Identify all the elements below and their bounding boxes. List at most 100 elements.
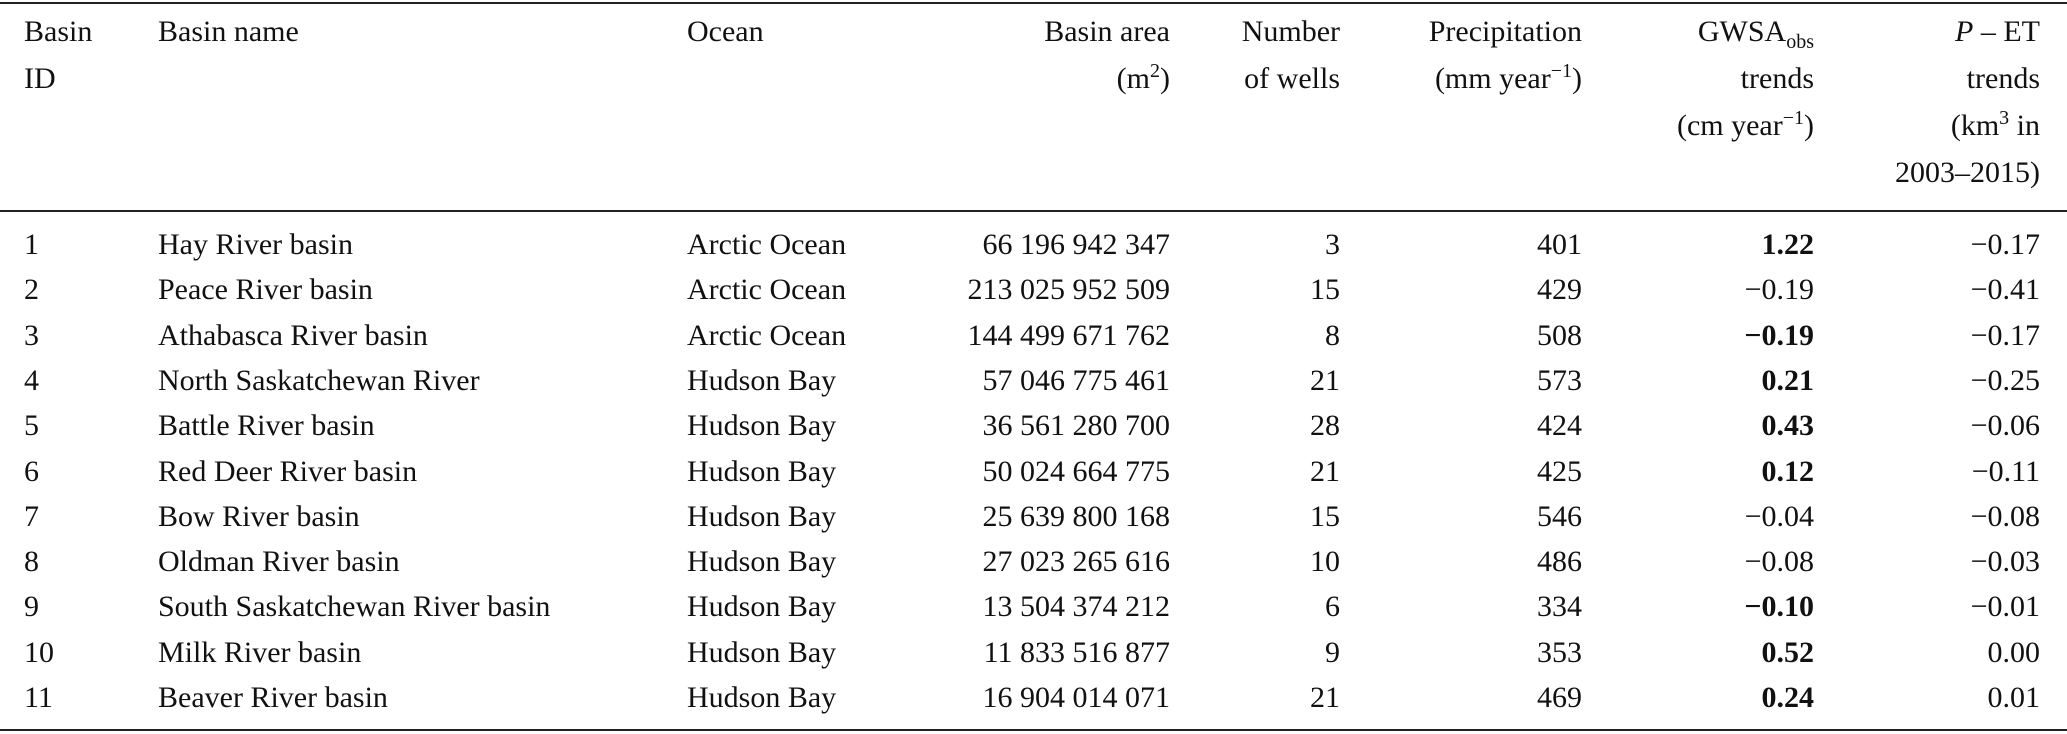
header-text: Basin name (158, 15, 299, 48)
table-cell: 546 (1537, 499, 1582, 533)
table-cell: 7 (24, 499, 39, 533)
table-cell: 144 499 671 762 (967, 318, 1171, 352)
table-cell: 25 639 800 168 (982, 499, 1171, 533)
table-cell: Hay River basin (158, 228, 353, 261)
table-cell: −0.01 (1970, 590, 2040, 624)
table-cell: 0.52 (1761, 635, 1815, 669)
table-cell: 15 (1310, 273, 1340, 307)
table-cell: 1 (24, 228, 39, 261)
header-text: (mm year (1434, 62, 1551, 95)
header-line: P – ET (1955, 14, 2040, 50)
table-cell: 36 561 280 700 (982, 409, 1171, 443)
header-text: ) (1160, 62, 1170, 95)
table-cell: 334 (1537, 590, 1582, 624)
header-text: – ET (1973, 15, 2040, 48)
table-cell: −0.10 (1744, 590, 1814, 624)
table-cell: 27 023 265 616 (982, 545, 1171, 579)
header-text: Precipitation (1428, 15, 1582, 48)
table-cell: −0.11 (1971, 454, 2040, 488)
table-cell: 57 046 775 461 (982, 363, 1171, 397)
table-cell: 21 (1310, 363, 1340, 397)
table-cell: 6 (24, 454, 39, 488)
table-cell: −0.08 (1744, 545, 1814, 579)
table-cell: 213 025 952 509 (967, 273, 1171, 307)
table-cell: −0.06 (1970, 409, 2040, 443)
table-cell: 10 (24, 635, 54, 669)
header-line: Basin name (158, 14, 299, 50)
header-text: Basin (24, 15, 93, 48)
table-cell: 4 (24, 363, 39, 397)
header-line: (km3 in (1951, 108, 2040, 144)
table-cell: Battle River basin (158, 409, 375, 443)
table-cell: Athabasca River basin (158, 318, 428, 352)
header-line: Basin area (1044, 14, 1170, 50)
header-text: 2003–2015) (1895, 156, 2040, 189)
table-cell: 0.43 (1761, 409, 1815, 443)
header-line: (m2) (1117, 61, 1170, 97)
header-text: in (2009, 109, 2040, 142)
table-cell: −0.19 (1744, 273, 1814, 307)
table-cell: South Saskatchewan River basin (158, 590, 551, 624)
table-cell: −0.19 (1744, 318, 1814, 352)
table-cell: Arctic Ocean (687, 228, 847, 261)
table-cell: North Saskatchewan River (158, 363, 480, 397)
header-sup: 2 (1150, 60, 1160, 82)
table-cell: −0.17 (1970, 228, 2040, 261)
table-cell: 469 (1537, 681, 1582, 714)
table-cell: 0.12 (1761, 454, 1815, 488)
table-cell: −0.25 (1970, 363, 2040, 397)
table-cell: Bow River basin (158, 499, 360, 533)
table-cell: Peace River basin (158, 273, 373, 307)
header-line: GWSAobs (1697, 14, 1814, 53)
table-cell: 28 (1310, 409, 1340, 443)
table-cell: 13 504 374 212 (982, 590, 1171, 624)
header-sub: obs (1786, 31, 1814, 53)
table-cell: −0.08 (1970, 499, 2040, 533)
table-cell: 8 (1325, 318, 1340, 352)
table-cell: 8 (24, 545, 39, 579)
header-text: Ocean (687, 15, 764, 48)
header-text: ) (1572, 62, 1582, 95)
table-cell: 16 904 014 071 (982, 681, 1171, 714)
table-cell: 429 (1537, 273, 1582, 307)
top-rule (0, 2, 2067, 4)
header-line: Precipitation (1429, 14, 1582, 50)
table-cell: Oldman River basin (158, 545, 400, 579)
header-line: Basin (24, 14, 92, 50)
header-line: Number (1242, 14, 1340, 50)
header-text: ID (24, 62, 56, 95)
table-cell: −0.04 (1744, 499, 1814, 533)
table-cell: 353 (1537, 635, 1582, 669)
table-cell: 66 196 942 347 (982, 228, 1171, 261)
header-text: trends (1966, 62, 2040, 95)
header-line: Ocean (687, 14, 764, 50)
table-cell: Arctic Ocean (687, 273, 847, 307)
table-cell: 21 (1310, 681, 1340, 714)
table-cell: 508 (1537, 318, 1582, 352)
header-text: (m (1116, 62, 1150, 95)
header-line: of wells (1244, 61, 1340, 97)
header-sup: −1 (1550, 60, 1572, 82)
table-cell: 9 (24, 590, 39, 624)
table-cell: 11 (24, 681, 53, 714)
table-cell: Hudson Bay (687, 635, 837, 669)
header-line: trends (1741, 61, 1814, 97)
header-line: 2003–2015) (1895, 155, 2040, 191)
header-text: of wells (1244, 62, 1340, 95)
header-text: trends (1740, 62, 1814, 95)
table-cell: Red Deer River basin (158, 454, 418, 488)
table-cell: Hudson Bay (687, 681, 837, 714)
header-rule (0, 210, 2067, 212)
table-cell: 425 (1537, 454, 1582, 488)
table-cell: Beaver River basin (158, 681, 388, 714)
table-cell: Hudson Bay (687, 545, 837, 579)
table-cell: 21 (1310, 454, 1340, 488)
table-cell: 486 (1537, 545, 1582, 579)
table-cell: 50 024 664 775 (982, 454, 1171, 488)
table-cell: −0.17 (1970, 318, 2040, 352)
table-cell: 573 (1537, 363, 1582, 397)
table-cell: Hudson Bay (687, 363, 837, 397)
header-text: GWSA (1697, 15, 1787, 48)
table-cell: Hudson Bay (687, 590, 837, 624)
